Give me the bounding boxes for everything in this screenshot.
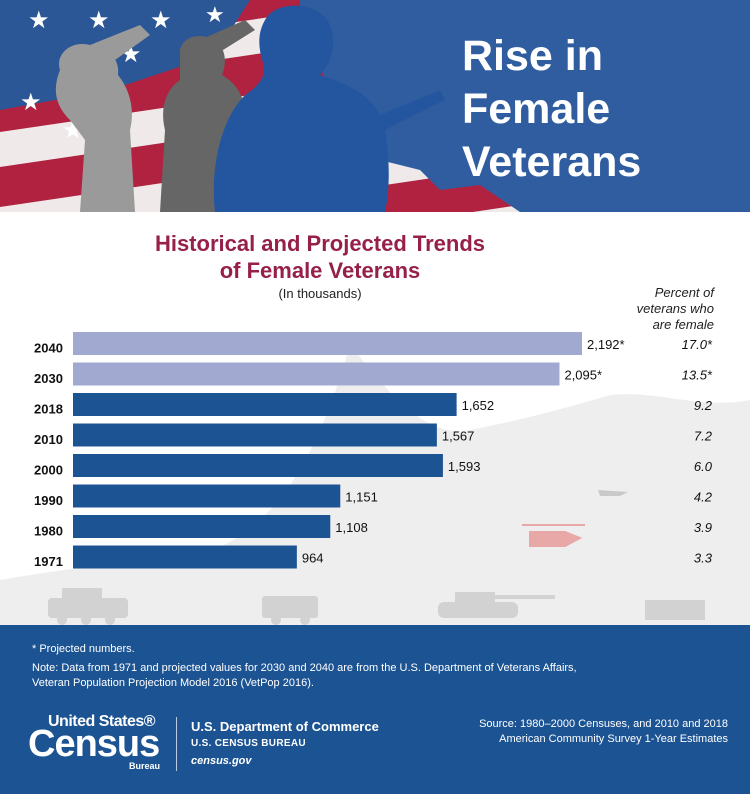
airplane-icon <box>598 490 628 496</box>
footer: * Projected numbers. Note: Data from 197… <box>0 625 750 794</box>
value-label-2030: 2,095* <box>564 368 602 383</box>
percent-label-2040: 17.0* <box>682 337 713 352</box>
source-note: Source: 1980–2000 Censuses, and 2010 and… <box>479 718 728 745</box>
banner-title: Rise in Female Veterans <box>462 32 642 186</box>
year-label-2000: 2000 <box>34 463 63 478</box>
bar-chart: 2040 2,192* 17.0* 2030 2,095* 13.5* 2018 1,652 9… <box>0 332 750 625</box>
percent-label-2030: 13.5* <box>682 368 713 383</box>
chart-bars: 2040 2,192* 17.0* 2030 2,095* 13.5* 2018 1,652 9… <box>34 332 713 569</box>
value-label-2018: 1,652 <box>462 398 495 413</box>
svg-text:★: ★ <box>28 6 50 34</box>
year-label-2018: 2018 <box>34 402 63 417</box>
percent-label-2000: 6.0 <box>694 459 713 474</box>
bar-1980 <box>73 515 331 538</box>
bar-2018 <box>73 393 457 416</box>
svg-text:★: ★ <box>150 6 172 34</box>
bar-2030 <box>73 362 560 386</box>
vehicle-silhouettes <box>48 588 705 625</box>
year-label-1971: 1971 <box>34 554 63 569</box>
bureau-name: U.S. CENSUS BUREAU <box>191 738 306 749</box>
tank-icon <box>438 592 555 618</box>
cargo-truck-icon <box>645 600 705 620</box>
banner-illustration: ★ ★ ★ ★ ★ ★ ★ ★ <box>0 0 750 212</box>
percent-label-2010: 7.2 <box>694 429 713 444</box>
year-label-2030: 2030 <box>34 371 63 386</box>
chart-title: Historical and Projected Trends of Femal… <box>154 231 486 283</box>
soldier-rifle-blue <box>213 5 445 212</box>
percent-label-1971: 3.3 <box>694 551 713 566</box>
census-logo: United States® Census Bureau <box>28 713 168 773</box>
logo-census-word: Census <box>28 723 160 765</box>
percent-label-2018: 9.2 <box>694 398 713 413</box>
soldier-saluting-gray <box>55 25 150 212</box>
bar-2010 <box>73 423 437 447</box>
svg-text:★: ★ <box>20 88 42 116</box>
logo-bureau-word: Bureau <box>129 761 161 771</box>
year-label-1980: 1980 <box>34 524 63 539</box>
bar-2040 <box>73 332 582 355</box>
us-map <box>300 0 750 212</box>
department-name: U.S. Department of Commerce <box>191 719 379 734</box>
header-banner: ★ ★ ★ ★ ★ ★ ★ ★ Rise in Female Veterans <box>0 0 750 212</box>
year-label-2040: 2040 <box>34 341 63 356</box>
star-icons: ★ ★ ★ ★ ★ ★ ★ ★ <box>20 3 225 144</box>
percent-label-1990: 4.2 <box>694 490 713 505</box>
aircraft-icons <box>522 490 628 547</box>
bar-2000 <box>73 454 443 477</box>
chart-subtitle: (In thousands) <box>278 286 362 301</box>
year-label-2010: 2010 <box>34 432 63 447</box>
data-note: Note: Data from 1971 and projected value… <box>32 662 577 689</box>
value-label-2040: 2,192* <box>587 337 625 352</box>
logo-united-states: United States® <box>48 713 156 730</box>
bar-1971 <box>73 545 297 569</box>
bar-1990 <box>73 484 341 508</box>
truck-icon <box>262 596 318 625</box>
svg-text:★: ★ <box>205 3 225 28</box>
armored-vehicle-icon <box>48 588 128 625</box>
landscape-silhouette <box>0 345 750 625</box>
footer-divider <box>176 717 177 771</box>
value-label-2010: 1,567 <box>442 429 475 444</box>
percent-label-1980: 3.9 <box>694 520 712 535</box>
footnote: * Projected numbers. <box>32 643 135 655</box>
value-label-1971: 964 <box>302 551 324 566</box>
helicopter-icon <box>522 524 585 547</box>
svg-text:★: ★ <box>88 6 110 34</box>
website-link[interactable]: census.gov <box>191 755 252 767</box>
value-label-1980: 1,108 <box>335 520 368 535</box>
value-label-2000: 1,593 <box>448 459 481 474</box>
percent-column-header: Percent of veterans who are female <box>636 285 714 332</box>
year-label-1990: 1990 <box>34 493 63 508</box>
value-label-1990: 1,151 <box>345 490 378 505</box>
